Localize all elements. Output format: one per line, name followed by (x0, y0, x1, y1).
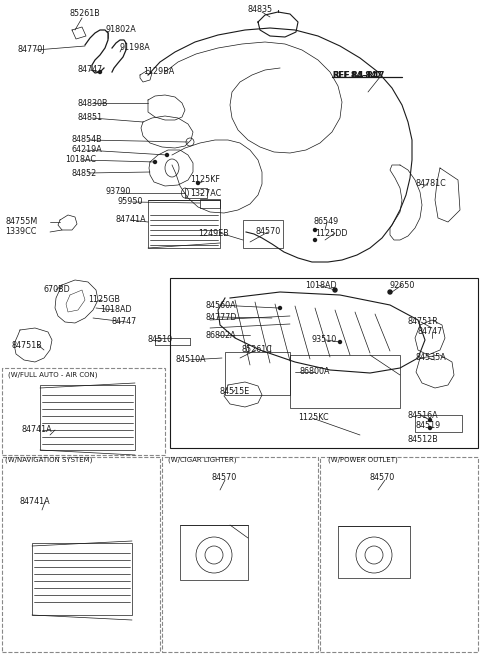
Text: 1129BA: 1129BA (143, 67, 174, 77)
Text: 84560A: 84560A (205, 301, 236, 310)
Bar (243, 220, 283, 248)
Text: 84852: 84852 (72, 168, 97, 178)
Text: 84747: 84747 (418, 328, 443, 337)
Circle shape (333, 288, 337, 292)
Bar (170, 278, 478, 448)
Bar (185, 188, 207, 198)
Text: 1339CC: 1339CC (5, 227, 36, 236)
Text: 84830B: 84830B (78, 98, 108, 107)
Bar (225, 352, 290, 395)
Text: 95950: 95950 (118, 196, 144, 206)
Text: 1125DD: 1125DD (315, 229, 348, 238)
Text: (W/POWER OUTLET): (W/POWER OUTLET) (328, 457, 398, 463)
Circle shape (338, 341, 341, 343)
Text: 84747: 84747 (78, 66, 103, 75)
Text: 84835: 84835 (248, 5, 273, 14)
Text: 84741A: 84741A (20, 498, 50, 506)
Bar (40, 385, 135, 450)
Text: 1125KF: 1125KF (190, 176, 220, 185)
Text: 93510: 93510 (312, 335, 337, 345)
Circle shape (429, 419, 432, 422)
Text: 84510: 84510 (148, 335, 173, 345)
Text: 92650: 92650 (390, 280, 415, 290)
Circle shape (154, 160, 156, 164)
Bar (2, 457, 160, 652)
Text: 84751B: 84751B (12, 341, 43, 350)
Bar (415, 415, 462, 432)
Text: (W/NAVIGATION SYSTEM): (W/NAVIGATION SYSTEM) (5, 457, 92, 463)
Text: (W/FULL AUTO - AIR CON): (W/FULL AUTO - AIR CON) (8, 372, 97, 378)
Bar (148, 200, 220, 248)
Circle shape (313, 229, 316, 231)
Text: 84519: 84519 (415, 421, 440, 430)
Text: 84570: 84570 (255, 227, 280, 236)
Text: 1125GB: 1125GB (88, 295, 120, 305)
Text: 84535A: 84535A (415, 354, 446, 362)
Circle shape (98, 71, 101, 73)
Text: 84515E: 84515E (220, 388, 250, 396)
Text: 86549: 86549 (313, 217, 338, 227)
Bar (338, 526, 410, 578)
Bar (32, 543, 132, 615)
Text: 1327AC: 1327AC (190, 189, 221, 198)
Text: 84755M: 84755M (5, 217, 37, 227)
Text: 85261B: 85261B (70, 10, 101, 18)
Text: 64219A: 64219A (72, 145, 103, 155)
Circle shape (196, 181, 200, 185)
Text: 1249EB: 1249EB (198, 229, 229, 238)
Text: 84781C: 84781C (415, 179, 446, 187)
Text: 84741A: 84741A (115, 215, 145, 225)
Text: 1018AC: 1018AC (65, 155, 96, 164)
Text: 84770J: 84770J (18, 45, 46, 54)
Text: 1018AD: 1018AD (100, 305, 132, 314)
Text: REF.84-847: REF.84-847 (332, 71, 384, 79)
Text: 91802A: 91802A (105, 26, 136, 35)
Bar (180, 525, 248, 580)
Text: (W/CIGAR LIGHTER): (W/CIGAR LIGHTER) (168, 457, 237, 463)
Text: 84747: 84747 (112, 318, 137, 326)
Text: 84570: 84570 (212, 474, 237, 483)
Bar (290, 355, 400, 408)
Text: 84516A: 84516A (408, 411, 439, 419)
Text: 85261C: 85261C (242, 345, 273, 354)
Bar (2, 368, 165, 455)
Circle shape (278, 307, 281, 310)
Circle shape (429, 426, 432, 430)
Text: 1018AD: 1018AD (305, 280, 336, 290)
Text: 84512B: 84512B (408, 436, 439, 445)
Text: 84510A: 84510A (175, 356, 205, 364)
Text: 84751R: 84751R (408, 318, 439, 326)
Text: 93790: 93790 (105, 187, 131, 196)
Text: 86800A: 86800A (300, 367, 331, 377)
Text: 1125KC: 1125KC (298, 413, 329, 422)
Bar (162, 457, 318, 652)
Bar (200, 199, 220, 208)
Text: 84741A: 84741A (22, 426, 53, 434)
Text: 84570: 84570 (370, 474, 395, 483)
Circle shape (166, 153, 168, 157)
Text: 670BD: 670BD (43, 286, 70, 295)
Text: 84854B: 84854B (72, 136, 103, 145)
Circle shape (388, 290, 392, 294)
Text: 84777D: 84777D (205, 312, 237, 322)
Bar (320, 457, 478, 652)
Text: 86802A: 86802A (205, 331, 236, 339)
Text: 84851: 84851 (78, 113, 103, 122)
Text: 91198A: 91198A (120, 43, 151, 52)
Circle shape (313, 238, 316, 242)
Text: REF.84-847: REF.84-847 (332, 71, 382, 79)
